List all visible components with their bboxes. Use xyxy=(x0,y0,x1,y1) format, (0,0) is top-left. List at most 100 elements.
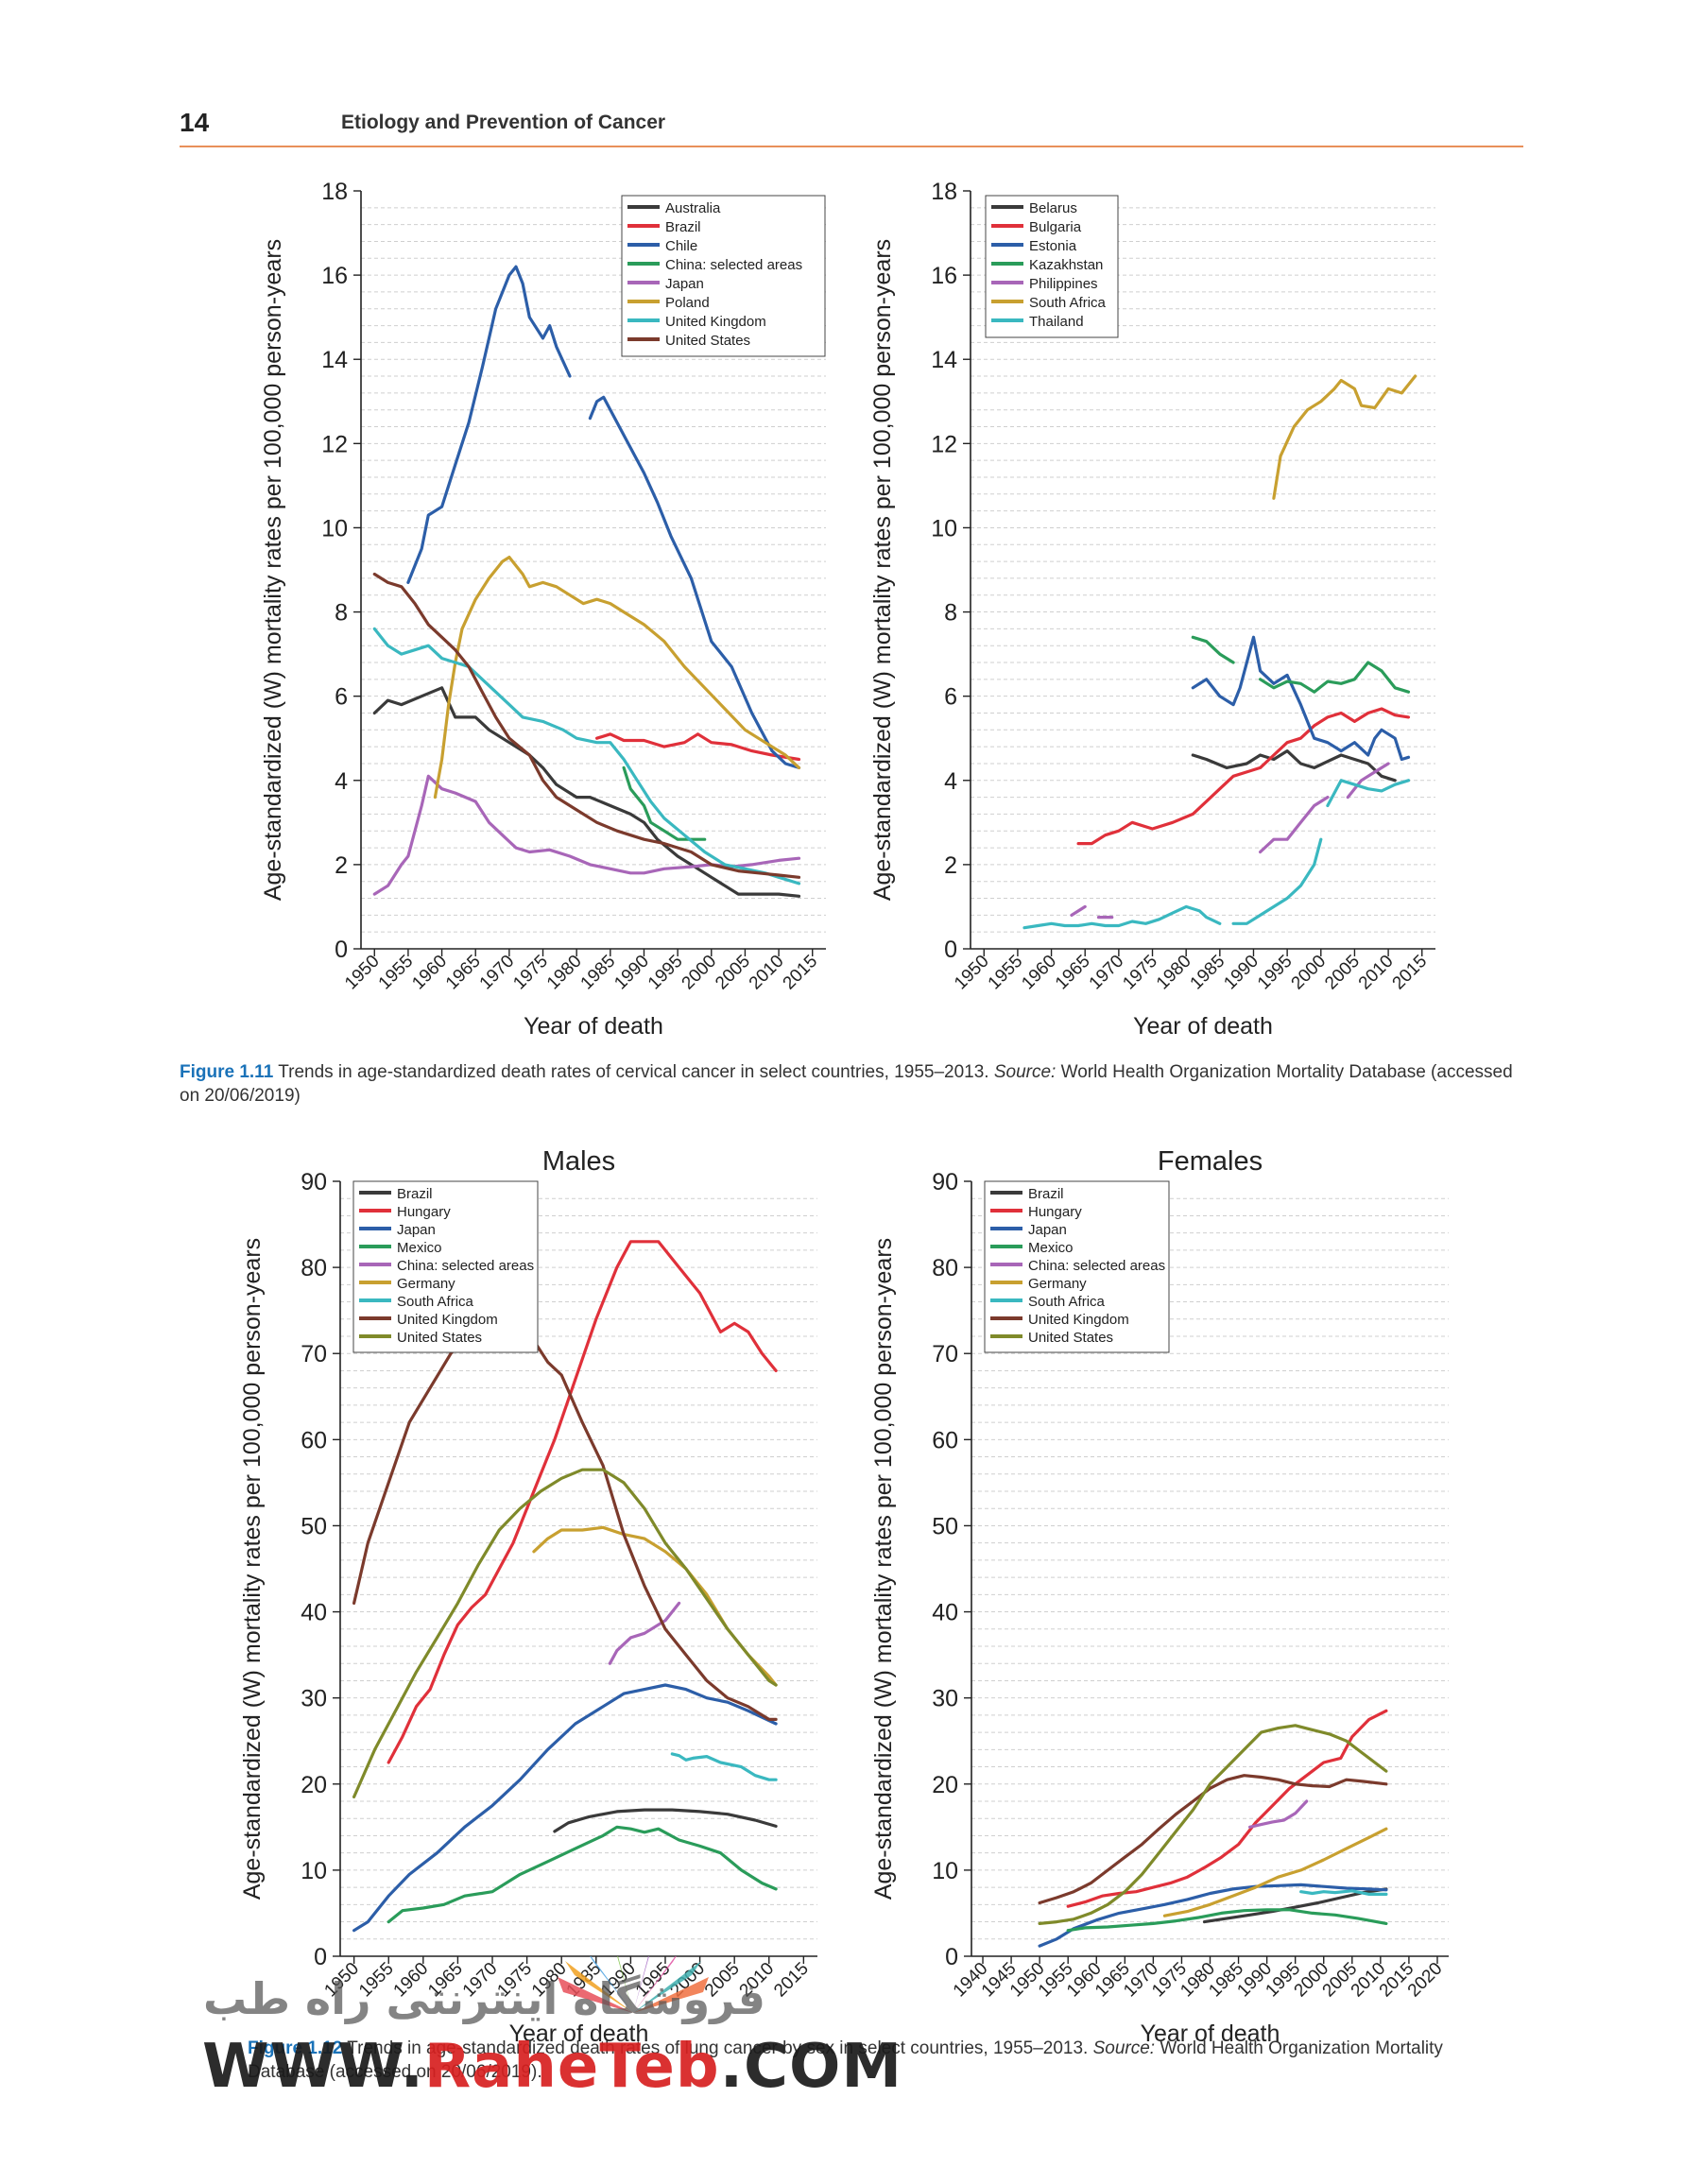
caption-text: Trends in age-standardized death rates o… xyxy=(342,2038,1093,2058)
series-poland xyxy=(433,556,801,800)
running-head: Etiology and Prevention of Cancer xyxy=(341,112,666,133)
y-tick-label: 2 xyxy=(944,852,957,879)
series-australia xyxy=(372,686,801,898)
x-axis-label: Year of death xyxy=(1133,1013,1273,1040)
legend-label-united-kingdom: United Kingdom xyxy=(397,1312,498,1328)
legend-label-philippines: Philippines xyxy=(1029,276,1098,292)
series-line-poland xyxy=(433,556,801,800)
figure-1-11-caption: Figure 1.11 Trends in age-standardized d… xyxy=(180,1060,1521,1108)
series-line-estonia xyxy=(1191,635,1411,762)
legend-label-south-africa: South Africa xyxy=(1029,295,1107,311)
series-bulgaria xyxy=(1076,707,1411,846)
series-line-bulgaria xyxy=(1076,707,1411,846)
series-china-selected-areas xyxy=(608,1601,681,1665)
x-axis-label: Year of death xyxy=(509,2021,649,2047)
legend-label-brazil: Brazil xyxy=(397,1186,433,1202)
legend-label-bulgaria: Bulgaria xyxy=(1029,219,1082,235)
legend-label-china-selected-areas: China: selected areas xyxy=(665,257,802,273)
series-line-united-kingdom xyxy=(372,627,801,886)
series-line-japan xyxy=(372,774,801,896)
series-kazakhstan xyxy=(1191,635,1411,694)
y-tick-label: 6 xyxy=(944,684,957,711)
y-tick-label: 50 xyxy=(301,1513,327,1539)
legend-label-germany: Germany xyxy=(1028,1276,1087,1292)
series-line-thailand xyxy=(1231,837,1323,925)
y-tick-label: 40 xyxy=(301,1600,327,1626)
series-line-kazakhstan xyxy=(1191,635,1235,664)
caption-source-label: Source: xyxy=(1092,2038,1156,2058)
series-china-selected-areas xyxy=(1248,1799,1309,1829)
y-tick-label: 16 xyxy=(931,263,957,289)
watermark-url-prefix: WWW. xyxy=(202,2032,424,2102)
series-line-hungary xyxy=(1066,1709,1388,1908)
series-line-south-africa xyxy=(670,1752,778,1781)
legend-label-japan: Japan xyxy=(1028,1222,1067,1238)
y-tick-label: 80 xyxy=(301,1255,327,1281)
chart-title: Females xyxy=(1158,1146,1263,1177)
y-tick-label: 60 xyxy=(932,1427,958,1453)
figure-label: Figure 1.11 xyxy=(180,1062,274,1082)
legend-label-united-states: United States xyxy=(1028,1330,1113,1346)
y-tick-label: 0 xyxy=(335,937,348,963)
y-tick-label: 0 xyxy=(944,937,957,963)
series-line-australia xyxy=(372,686,801,898)
series-line-japan xyxy=(352,1683,778,1933)
watermark-logo-icon xyxy=(558,1956,709,2013)
caption-source-text: World Health Organization Mortality Data… xyxy=(248,2038,1443,2082)
y-tick-label: 14 xyxy=(931,347,957,373)
series-hungary xyxy=(1066,1709,1388,1908)
y-tick-label: 4 xyxy=(335,768,348,795)
watermark-text-fa: فروشگاه اینترنتی راه طب xyxy=(203,1973,766,2024)
series-line-philippines xyxy=(1346,762,1390,800)
y-tick-label: 30 xyxy=(932,1686,958,1712)
series-line-mexico xyxy=(1066,1908,1388,1933)
caption-source-label: Source: xyxy=(993,1062,1057,1082)
caption-text: Trends in age-standardized death rates o… xyxy=(273,1062,994,1082)
series-line-china-selected-areas xyxy=(1248,1799,1309,1829)
legend-box xyxy=(985,195,1119,338)
series-line-brazil xyxy=(553,1808,778,1833)
series-line-united-kingdom xyxy=(352,1313,778,1721)
legend-label-kazakhstan: Kazakhstan xyxy=(1029,257,1103,273)
y-tick-label: 0 xyxy=(945,1944,958,1970)
series-line-philippines xyxy=(1070,904,1087,917)
series-line-kazakhstan xyxy=(1259,661,1411,694)
figure-label: Figure 1.12 xyxy=(248,2038,343,2058)
x-tick-label: 2020 xyxy=(1404,1959,1447,2002)
series-mexico xyxy=(387,1825,778,1924)
y-tick-label: 30 xyxy=(301,1686,327,1712)
series-line-philippines xyxy=(1259,796,1330,854)
series-japan xyxy=(1038,1883,1388,1948)
legend-label-brazil: Brazil xyxy=(665,219,701,235)
y-tick-label: 50 xyxy=(932,1513,958,1539)
series-thailand xyxy=(1022,779,1411,930)
series-south-africa xyxy=(1299,1889,1388,1896)
y-axis-label: Age-standardized (W) mortality rates per… xyxy=(870,1238,897,1900)
series-germany xyxy=(1162,1827,1388,1917)
y-tick-label: 8 xyxy=(335,600,348,627)
y-tick-label: 12 xyxy=(931,431,957,457)
series-line-mexico xyxy=(387,1825,778,1924)
legend-label-belarus: Belarus xyxy=(1029,200,1077,216)
y-tick-label: 14 xyxy=(321,347,348,373)
series-line-thailand xyxy=(1326,779,1411,808)
y-tick-label: 90 xyxy=(932,1169,958,1195)
legend-label-australia: Australia xyxy=(665,200,721,216)
series-line-united-states xyxy=(372,572,801,879)
y-tick-label: 70 xyxy=(301,1341,327,1367)
page-number: 14 xyxy=(180,108,210,137)
legend-label-hungary: Hungary xyxy=(1028,1204,1082,1220)
legend-label-united-kingdom: United Kingdom xyxy=(665,314,766,330)
series-line-brazil xyxy=(595,732,801,762)
y-axis-label: Age-standardized (W) mortality rates per… xyxy=(260,239,286,901)
legend-label-china-selected-areas: China: selected areas xyxy=(1028,1258,1165,1274)
series-line-hungary xyxy=(387,1240,778,1764)
series-chile xyxy=(406,265,801,769)
x-axis-label: Year of death xyxy=(524,1013,663,1040)
series-mexico xyxy=(1066,1908,1388,1933)
series-line-chile xyxy=(406,265,572,584)
y-tick-label: 12 xyxy=(321,431,348,457)
series-line-united-states xyxy=(1038,1724,1388,1925)
